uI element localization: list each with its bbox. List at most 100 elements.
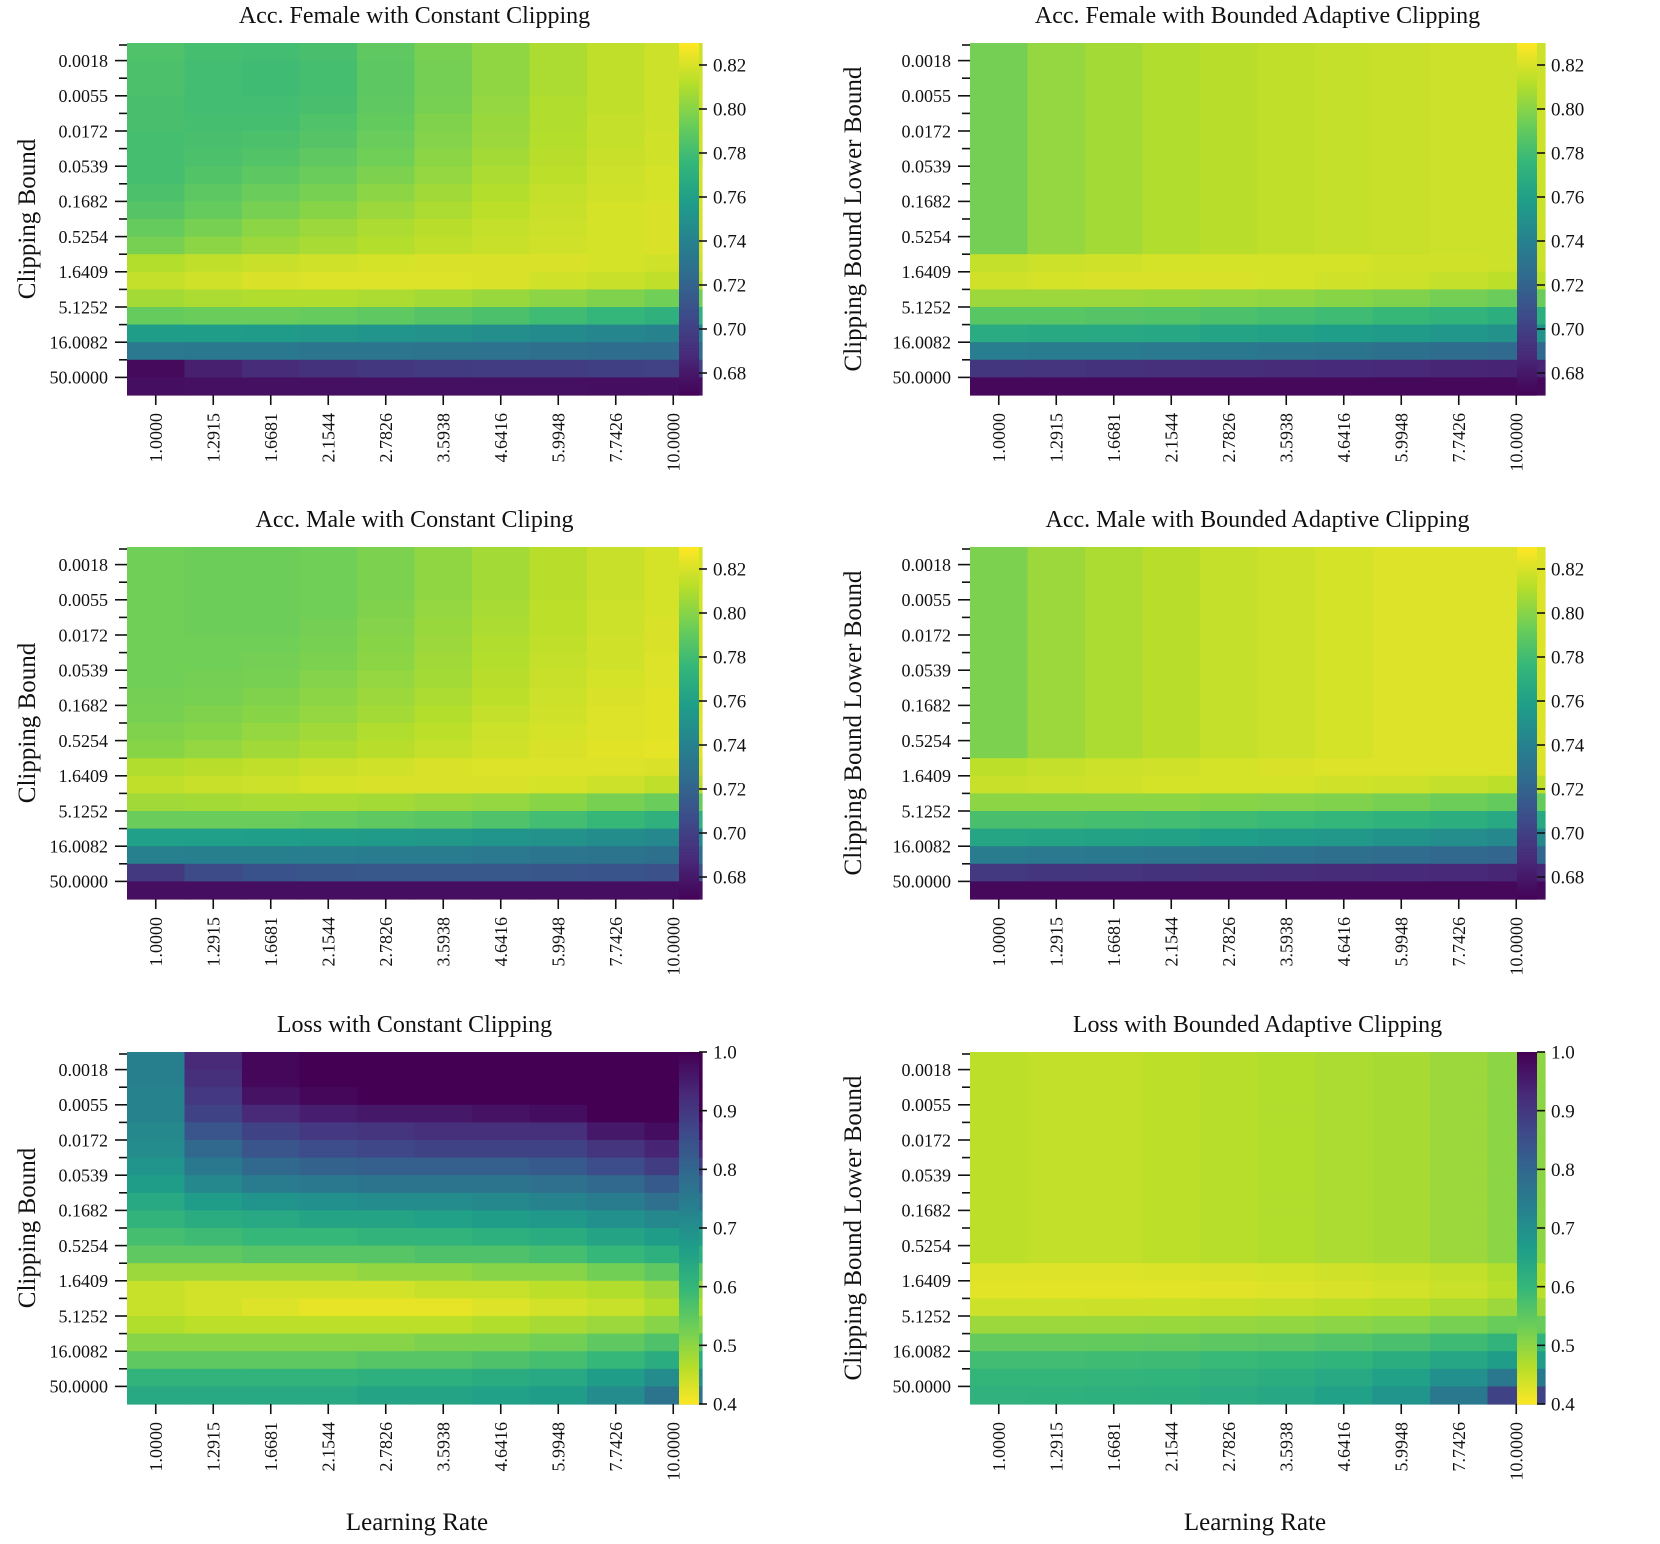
colorbar-segment [1517, 555, 1537, 560]
colorbar-segment [1517, 890, 1537, 894]
colorbar-segment [679, 1098, 699, 1103]
y-tick-label: 1.6409 [59, 262, 109, 282]
heatmap-cell [1142, 236, 1201, 255]
heatmap-cell [1372, 1157, 1431, 1176]
x-tick-label: 3.5938 [1277, 1422, 1297, 1472]
heatmap-cell [472, 1192, 531, 1211]
heatmap-cell [1027, 254, 1086, 273]
heatmap-cell [242, 1140, 301, 1159]
colorbar-segment [1517, 843, 1537, 847]
heatmap-cell [1085, 1087, 1144, 1106]
colorbar-segment [1517, 752, 1537, 756]
heatmap-cell [1200, 148, 1259, 167]
heatmap-cell [184, 1280, 243, 1299]
colorbar-segment [1517, 131, 1537, 135]
heatmap-cell [1200, 635, 1259, 654]
heatmap-cell [1372, 1351, 1431, 1370]
heatmap-cell [529, 1087, 588, 1106]
colorbar-segment [1517, 593, 1537, 598]
heatmap-cell [472, 1333, 531, 1352]
colorbar-segment [679, 834, 699, 838]
colorbar-segment [679, 1101, 699, 1106]
x-tick-label: 1.0000 [989, 1422, 1009, 1472]
colorbar-segment [1517, 852, 1537, 856]
heatmap-cell [1430, 670, 1489, 689]
colorbar-segment [1517, 236, 1537, 241]
colorbar-segment [1517, 312, 1537, 317]
colorbar-segment [679, 749, 699, 753]
colorbar-segment [1517, 1360, 1537, 1364]
colorbar-segment [679, 576, 699, 580]
heatmap-cell [472, 1175, 531, 1194]
colorbar-segment [1517, 89, 1537, 94]
colorbar-segment [679, 1230, 699, 1235]
heatmap-cell [587, 201, 646, 220]
heatmap-cell [1085, 828, 1144, 847]
colorbar-segment [679, 825, 699, 830]
heatmap-cell [414, 687, 473, 706]
colorbar-segment [679, 608, 699, 613]
colorbar-segment [1517, 169, 1537, 173]
colorbar-segment [1517, 1245, 1537, 1250]
colorbar-segment [679, 558, 699, 563]
x-tick-label: 7.7426 [606, 917, 626, 967]
colorbar-segment [679, 849, 699, 853]
colorbar-tick-label: 0.72 [1551, 276, 1584, 297]
colorbar-segment [1517, 87, 1537, 91]
heatmap-cell [1430, 95, 1489, 114]
colorbar-segment [1517, 1401, 1537, 1405]
colorbar-segment [679, 884, 699, 888]
colorbar-segment [679, 1389, 699, 1393]
colorbar-segment [1517, 787, 1537, 792]
heatmap-cell [472, 166, 531, 185]
x-tick-label: 2.1544 [319, 413, 339, 463]
heatmap-cell [299, 547, 358, 566]
colorbar-segment [679, 192, 699, 197]
heatmap-cell [299, 740, 358, 759]
heatmap-cell [1315, 60, 1374, 79]
heatmap-cell [1200, 1175, 1259, 1194]
heatmap-cell [357, 324, 416, 343]
heatmap-cell [127, 1052, 186, 1071]
colorbar-segment [1517, 1228, 1537, 1232]
heatmap-cell [299, 166, 358, 185]
x-tick-label: 5.9948 [549, 413, 569, 463]
heatmap-cell [472, 307, 531, 326]
heatmap-cell [529, 599, 588, 618]
colorbar-segment [679, 113, 699, 117]
heatmap-cell [1142, 1298, 1201, 1317]
x-tick-label: 1.6681 [1104, 917, 1124, 967]
colorbar-segment [1517, 1175, 1537, 1179]
y-tick-label: 0.0055 [902, 1095, 952, 1115]
heatmap-cell [299, 183, 358, 202]
x-tick-label: 3.5938 [434, 413, 454, 463]
colorbar-segment [679, 260, 699, 264]
y-tick-label: 0.0539 [59, 661, 109, 681]
heatmap-cell [1142, 307, 1201, 326]
y-tick-label: 0.0539 [59, 157, 109, 177]
heatmap-cell [414, 740, 473, 759]
colorbar-segment [679, 828, 699, 833]
heatmap-cell [529, 1192, 588, 1211]
x-tick-label: 10.0000 [664, 1422, 684, 1481]
y-tick-label: 16.0082 [50, 333, 109, 353]
colorbar-segment [679, 863, 699, 868]
heatmap-cell [1430, 1333, 1489, 1352]
colorbar-tick-label: 0.80 [713, 604, 746, 625]
heatmap-cell [127, 1245, 186, 1264]
colorbar-segment [1517, 626, 1537, 630]
heatmap-cell [184, 1298, 243, 1317]
heatmap-cell [1257, 599, 1316, 618]
heatmap-cell [299, 863, 358, 882]
colorbar-segment [679, 1269, 699, 1273]
heatmap-cell [1372, 78, 1431, 97]
colorbar-segment [679, 268, 699, 273]
colorbar-segment [1517, 1395, 1537, 1399]
colorbar-segment [1517, 667, 1537, 671]
heatmap-cell [587, 324, 646, 343]
heatmap-cell [357, 1087, 416, 1106]
colorbar-segment [1517, 1148, 1537, 1153]
heatmap-cell [184, 289, 243, 308]
heatmap-cell [357, 148, 416, 167]
heatmap-cell [242, 793, 301, 812]
